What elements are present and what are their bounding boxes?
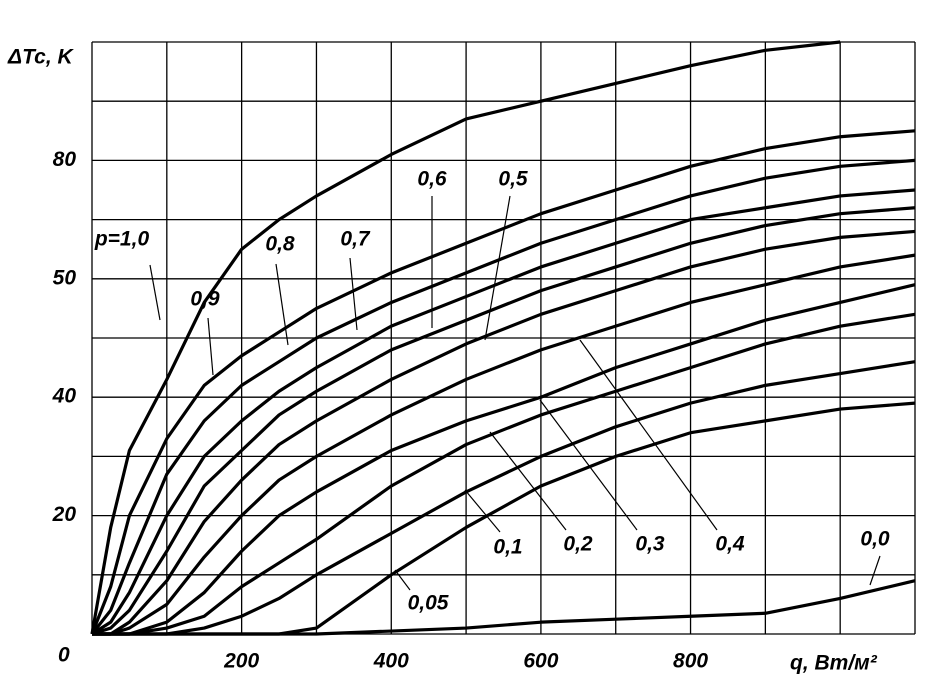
x-tick-label: 200 (223, 650, 259, 673)
label-pointer (275, 263, 289, 346)
curve (92, 253, 916, 636)
x-axis-label: q, Вт/м² (790, 652, 878, 675)
label-pointer (869, 555, 881, 586)
x-tick-label: 600 (523, 650, 558, 673)
curve-label: 0,2 (563, 533, 593, 556)
curve-label: 0,7 (340, 228, 371, 251)
label-pointer (394, 569, 411, 591)
curve-label: 0,1 (493, 536, 522, 559)
curve-label: 0,6 (417, 168, 447, 191)
curve-label: 0,9 (190, 288, 220, 311)
curve-label: 0,0 (860, 528, 890, 551)
curve-label: 0,5 (498, 168, 528, 191)
curve-label: 0,4 (715, 533, 745, 556)
y-tick-label: 50 (53, 266, 77, 289)
curve (91, 206, 916, 636)
curve (92, 360, 916, 636)
y-axis-label: ΔTc, K (7, 46, 74, 69)
curve-label: 0,05 (408, 592, 449, 615)
curve (92, 401, 916, 636)
origin-label: 0 (58, 644, 70, 667)
label-pointer (579, 339, 718, 531)
y-tick-label: 20 (52, 503, 77, 526)
curve (90, 129, 916, 635)
curve (92, 579, 916, 636)
label-pointer (539, 399, 638, 531)
y-tick-label: 40 (52, 385, 77, 408)
label-pointer (489, 431, 567, 531)
curve-label: p=1,0 (94, 228, 150, 251)
curve (92, 229, 916, 636)
curve (90, 40, 841, 635)
curve-label: 0,8 (265, 233, 295, 256)
curve-label: 0,3 (635, 533, 665, 556)
label-pointer (207, 317, 214, 376)
label-pointer (484, 195, 511, 341)
x-tick-label: 400 (373, 650, 409, 673)
curve (91, 188, 916, 636)
label-pointer (149, 264, 161, 321)
x-tick-label: 800 (673, 650, 708, 673)
y-tick-label: 80 (53, 148, 77, 171)
curve (92, 283, 916, 636)
curve (90, 158, 916, 635)
label-pointer (464, 489, 501, 533)
label-pointer (349, 257, 358, 331)
curve (92, 312, 916, 636)
